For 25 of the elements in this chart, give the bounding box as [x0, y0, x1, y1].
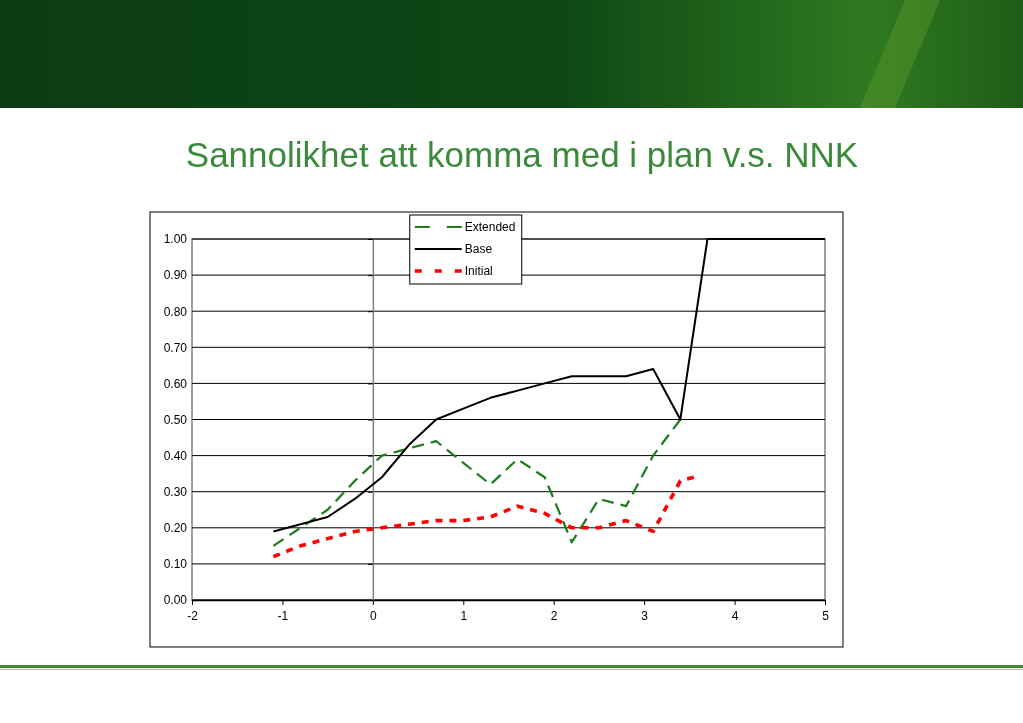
chart-title: Sannolikhet att komma med i plan v.s. NNK [185, 135, 859, 174]
y-tick-label: 0.40 [163, 448, 188, 463]
line-series [271, 475, 696, 559]
y-tick-label: 0.10 [163, 557, 188, 572]
x-tick-label: 3 [641, 609, 649, 623]
x-tick-label: -1 [277, 609, 289, 623]
x-tick-label: 5 [822, 609, 830, 623]
y-tick-label: 0.20 [163, 521, 188, 536]
y-tick-label: 0.60 [163, 376, 188, 391]
y-tick-label: 0.30 [163, 485, 188, 500]
y-tick-label: 1.00 [163, 232, 188, 247]
y-tick-label: 0.90 [163, 268, 188, 283]
y-tick-label: 0.50 [163, 412, 188, 427]
legend-label: Extended [464, 220, 516, 234]
x-tick-label: 0 [370, 609, 378, 623]
y-tick-label: 0.00 [163, 593, 188, 608]
y-tick-label: 0.70 [163, 340, 188, 355]
x-tick-label: 1 [460, 609, 468, 623]
line-series [272, 418, 682, 547]
x-tick-label: -2 [187, 609, 199, 623]
legend-label: Initial [464, 264, 493, 278]
x-tick-label: 2 [550, 609, 558, 623]
legend-label: Base [464, 242, 493, 256]
x-tick-label: 4 [731, 609, 739, 623]
y-tick-label: 0.80 [163, 304, 188, 319]
